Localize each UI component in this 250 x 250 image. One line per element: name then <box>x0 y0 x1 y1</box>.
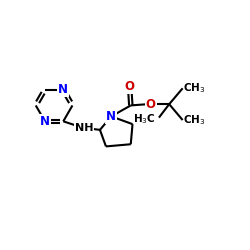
Text: N: N <box>40 115 50 128</box>
Text: O: O <box>146 98 156 111</box>
Text: NH: NH <box>75 123 94 133</box>
Text: CH$_3$: CH$_3$ <box>183 113 206 127</box>
Text: CH$_3$: CH$_3$ <box>183 82 206 95</box>
Text: N: N <box>58 83 68 96</box>
Text: H$_3$C: H$_3$C <box>133 112 156 126</box>
Text: O: O <box>124 80 134 93</box>
Text: N: N <box>106 110 116 123</box>
